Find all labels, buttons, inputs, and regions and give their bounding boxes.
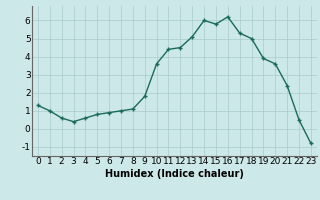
X-axis label: Humidex (Indice chaleur): Humidex (Indice chaleur) [105,169,244,179]
